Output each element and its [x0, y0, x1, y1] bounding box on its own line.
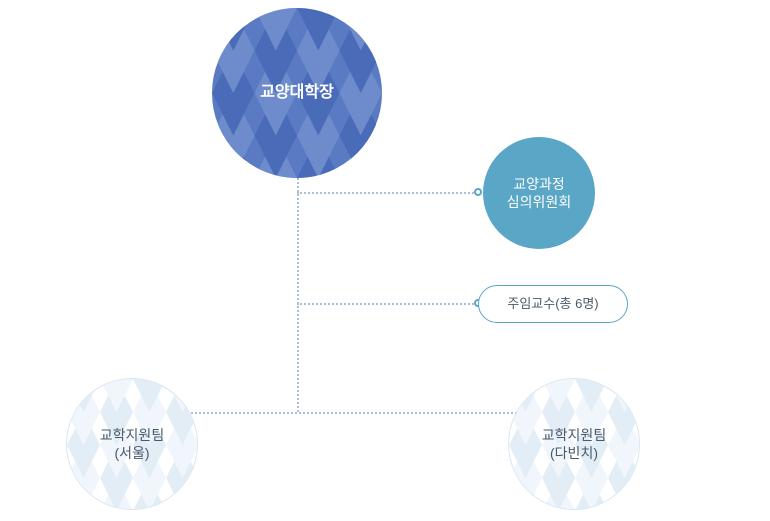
seoul-label-1: 교학지원팀 — [100, 427, 164, 443]
davinci-label-2: (다빈치) — [550, 445, 598, 461]
line-h-committee — [297, 192, 478, 194]
davinci-label-1: 교학지원팀 — [542, 427, 606, 443]
line-h-professors — [297, 303, 478, 305]
node-team-seoul: 교학지원팀 (서울) — [66, 378, 198, 510]
node-team-davinci: 교학지원팀 (다빈치) — [508, 378, 640, 510]
davinci-label: 교학지원팀 (다빈치) — [542, 426, 606, 462]
committee-label-2: 심의위원회 — [507, 194, 571, 210]
committee-label: 교양과정 심의위원회 — [507, 175, 571, 211]
dot-committee — [474, 188, 482, 196]
node-committee: 교양과정 심의위원회 — [483, 137, 595, 249]
line-vertical-main — [297, 178, 299, 412]
professors-label: 주임교수(총 6명) — [507, 296, 598, 313]
seoul-label: 교학지원팀 (서울) — [100, 426, 164, 462]
dean-label: 교양대학장 — [260, 83, 334, 104]
pill-professors: 주임교수(총 6명) — [478, 285, 628, 323]
seoul-label-2: (서울) — [114, 445, 149, 461]
line-h-bottom — [131, 412, 573, 414]
committee-label-1: 교양과정 — [513, 176, 565, 192]
node-dean: 교양대학장 — [212, 8, 382, 178]
